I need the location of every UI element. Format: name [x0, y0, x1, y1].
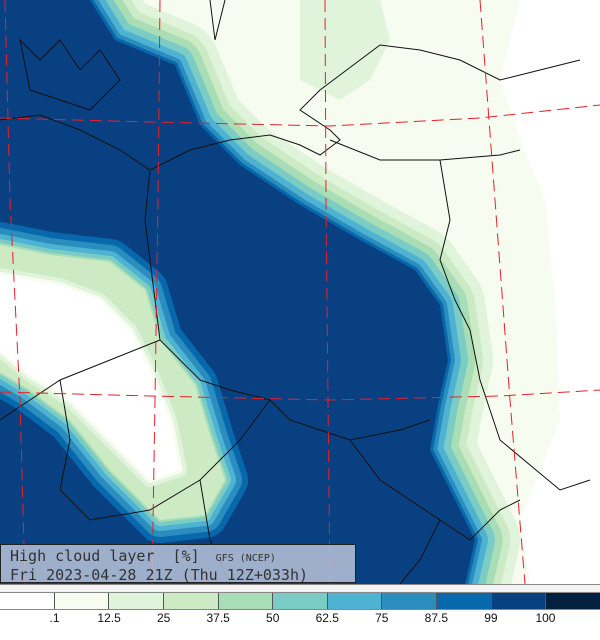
legend-tick-label: 87.5: [424, 611, 449, 625]
legend-tick-label: 37.5: [206, 611, 230, 625]
legend-tick-label: .1: [49, 611, 60, 625]
legend-tick-label: 100: [535, 611, 556, 625]
legend-bin: [163, 593, 219, 609]
legend-tick-label: 75: [375, 611, 389, 625]
legend-bin: [109, 593, 164, 609]
legend-bin: [546, 593, 600, 609]
legend-separator: [0, 584, 600, 592]
legend-bin: [54, 593, 110, 609]
valid-time: Fri 2023-04-28 21Z (Thu 12Z+033h): [10, 566, 309, 584]
legend-bin: [273, 593, 328, 609]
color-legend: [0, 592, 600, 610]
legend-bin: [327, 593, 383, 609]
legend-bin: [491, 593, 547, 609]
cloud-cover-map[interactable]: [0, 0, 600, 584]
cloud-contour: [0, 275, 180, 480]
legend-bin: [382, 593, 438, 609]
clear-sky-area-northeast: [300, 0, 390, 100]
legend-tick-label: 62.5: [315, 611, 339, 625]
legend-tick-label: 50: [266, 611, 280, 625]
thin-cloud-areas: [0, 222, 248, 543]
model-source: GFS (NCEP): [215, 553, 276, 564]
legend-tick-labels: .1 12.5 25 37.5 50 62.5 75 87.5 99 100: [0, 611, 600, 631]
clear-sky-area-east: [500, 0, 600, 584]
map-title-box: High cloud layer [%] GFS (NCEP) Fri 2023-…: [0, 544, 356, 584]
legend-tick-label: 99: [484, 611, 498, 625]
legend-bin: [218, 593, 274, 609]
lat-lon-grid: [0, 0, 600, 584]
legend-tick-label: 25: [156, 611, 171, 625]
legend-bin: [0, 593, 55, 609]
legend-tick-label: 12.5: [97, 611, 121, 625]
legend-bin: [437, 593, 492, 609]
variable-title: High cloud layer [%]: [10, 547, 200, 565]
country-borders: [0, 0, 591, 584]
